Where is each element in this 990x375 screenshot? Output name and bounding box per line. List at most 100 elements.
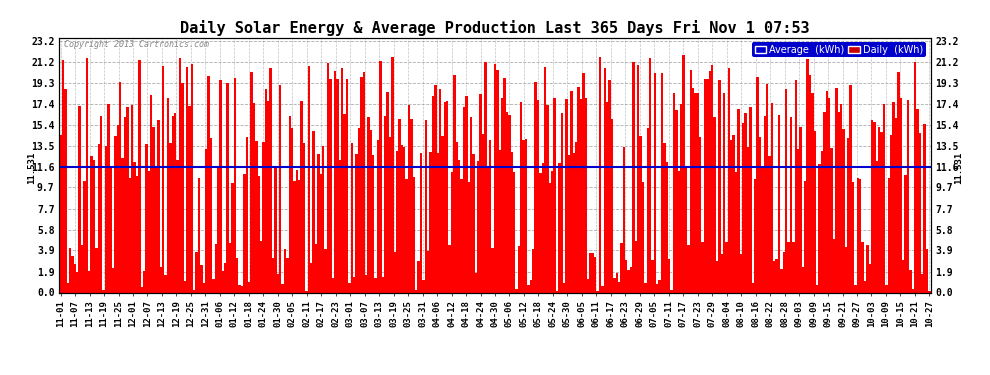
Bar	[670, 291, 673, 292]
Bar	[530, 280, 532, 292]
Bar	[136, 176, 139, 292]
Bar	[515, 290, 518, 292]
Bar	[565, 99, 568, 292]
Bar	[176, 160, 179, 292]
Bar	[112, 268, 114, 292]
Bar	[198, 178, 200, 292]
Bar	[873, 122, 876, 292]
Bar	[446, 102, 448, 292]
Bar	[325, 249, 327, 292]
Bar	[403, 147, 406, 292]
Bar	[420, 153, 422, 292]
Bar	[861, 243, 863, 292]
Bar	[129, 178, 131, 292]
Bar	[418, 261, 420, 292]
Bar	[613, 278, 616, 292]
Bar	[714, 117, 716, 292]
Bar	[895, 118, 897, 292]
Bar	[635, 241, 637, 292]
Bar	[680, 104, 682, 292]
Bar	[210, 138, 212, 292]
Bar	[193, 290, 195, 292]
Bar	[252, 103, 255, 292]
Bar	[229, 243, 232, 292]
Bar	[831, 147, 833, 292]
Bar	[723, 93, 726, 292]
Bar	[212, 279, 215, 292]
Bar	[924, 124, 926, 292]
Bar	[900, 98, 902, 292]
Bar	[386, 93, 389, 292]
Bar	[868, 264, 871, 292]
Bar	[207, 76, 210, 292]
Bar	[665, 162, 668, 292]
Bar	[692, 87, 694, 292]
Bar	[332, 278, 334, 292]
Bar	[568, 155, 570, 292]
Bar	[164, 275, 166, 292]
Bar	[315, 244, 317, 292]
Bar	[146, 144, 148, 292]
Bar	[849, 85, 851, 292]
Bar	[555, 291, 558, 292]
Bar	[439, 89, 442, 292]
Bar	[733, 135, 735, 292]
Bar	[694, 93, 697, 292]
Bar	[442, 136, 444, 292]
Bar	[260, 242, 262, 292]
Bar	[427, 251, 430, 292]
Bar	[430, 153, 432, 292]
Bar	[551, 171, 553, 292]
Bar	[880, 132, 883, 292]
Bar	[589, 253, 592, 292]
Bar	[888, 178, 890, 292]
Bar	[758, 137, 761, 292]
Bar	[628, 270, 630, 292]
Bar	[143, 272, 146, 292]
Bar	[523, 140, 525, 292]
Bar	[621, 243, 623, 292]
Bar	[337, 80, 339, 292]
Bar	[401, 145, 403, 292]
Bar	[780, 269, 783, 292]
Bar	[511, 153, 513, 292]
Bar	[535, 82, 537, 292]
Bar	[802, 267, 804, 292]
Bar	[558, 163, 560, 292]
Bar	[293, 181, 296, 292]
Bar	[257, 176, 260, 292]
Bar	[756, 77, 758, 292]
Bar	[410, 118, 413, 292]
Bar	[341, 68, 344, 292]
Bar	[799, 127, 802, 292]
Bar	[892, 102, 895, 292]
Bar	[572, 153, 575, 292]
Bar	[327, 63, 329, 292]
Bar	[658, 280, 661, 292]
Bar	[646, 128, 649, 292]
Bar	[284, 249, 286, 292]
Bar	[633, 62, 635, 292]
Bar	[248, 282, 250, 292]
Bar	[246, 137, 248, 292]
Bar	[836, 88, 838, 292]
Bar	[372, 155, 374, 292]
Bar	[322, 146, 325, 292]
Bar	[444, 102, 446, 292]
Bar	[783, 252, 785, 292]
Bar	[188, 106, 191, 292]
Bar	[367, 117, 369, 292]
Bar	[503, 78, 506, 292]
Bar	[134, 162, 136, 292]
Bar	[234, 78, 236, 292]
Bar	[162, 66, 164, 292]
Bar	[360, 78, 362, 292]
Bar	[384, 116, 386, 292]
Bar	[728, 68, 730, 292]
Bar	[689, 70, 692, 292]
Bar	[663, 143, 665, 292]
Bar	[824, 112, 826, 292]
Bar	[396, 151, 398, 292]
Bar	[716, 261, 718, 292]
Bar	[435, 85, 437, 292]
